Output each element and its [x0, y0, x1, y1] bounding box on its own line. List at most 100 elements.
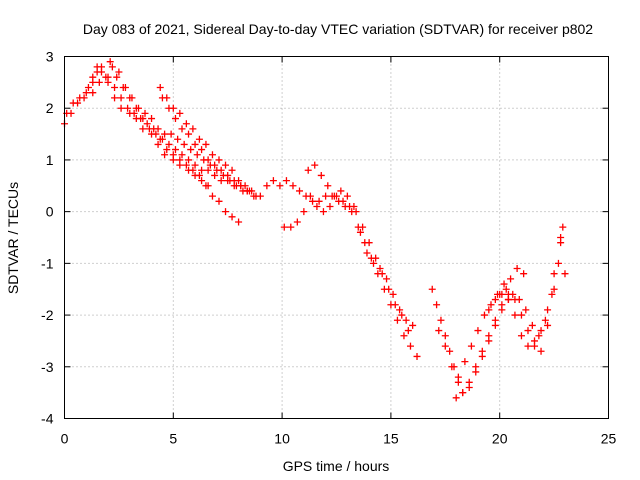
data-point	[378, 270, 386, 278]
data-point	[324, 182, 332, 190]
data-point	[211, 161, 219, 169]
data-point	[117, 94, 125, 102]
data-point	[441, 332, 449, 340]
data-point	[202, 182, 210, 190]
data-point	[559, 223, 567, 231]
data-point	[352, 208, 360, 216]
data-point	[402, 316, 410, 324]
x-axis-label: GPS time / hours	[283, 458, 390, 474]
data-point	[446, 347, 454, 355]
series-arc-8	[280, 192, 412, 335]
data-point	[461, 358, 469, 366]
data-point	[339, 197, 347, 205]
data-point	[524, 342, 532, 350]
series-arc-6	[158, 94, 251, 195]
data-point	[228, 213, 236, 221]
data-point	[176, 156, 184, 164]
data-point	[169, 151, 177, 159]
data-point	[289, 182, 297, 190]
data-point	[385, 285, 393, 293]
x-tick-label: 15	[383, 431, 399, 447]
data-point	[409, 321, 417, 329]
data-point	[317, 171, 325, 179]
data-point	[163, 146, 171, 154]
grid	[64, 56, 609, 419]
data-point	[189, 125, 197, 133]
series-arc-11	[435, 265, 528, 381]
data-point	[235, 218, 243, 226]
data-point	[106, 58, 114, 66]
x-tick-label: 0	[61, 431, 69, 447]
data-point	[191, 161, 199, 169]
data-point	[454, 373, 462, 381]
data-point	[396, 306, 404, 314]
data-point	[541, 316, 549, 324]
data-point	[465, 378, 473, 386]
data-point	[528, 321, 536, 329]
data-point	[474, 327, 482, 335]
data-point	[524, 327, 532, 335]
data-point	[154, 140, 162, 148]
series-arc-1	[61, 63, 212, 190]
data-point	[165, 140, 173, 148]
data-point	[115, 68, 123, 76]
data-point	[467, 342, 475, 350]
data-point	[139, 125, 147, 133]
data-point	[413, 352, 421, 360]
data-point	[193, 151, 201, 159]
data-point	[441, 342, 449, 350]
data-point	[156, 84, 164, 92]
x-tick-label: 20	[492, 431, 508, 447]
data-point	[437, 316, 445, 324]
x-tick-label: 5	[169, 431, 177, 447]
data-point	[182, 161, 190, 169]
data-point	[391, 301, 399, 309]
data-point	[195, 171, 203, 179]
data-point	[178, 125, 186, 133]
data-point	[111, 84, 119, 92]
data-point	[557, 234, 565, 241]
series-arc-7	[263, 177, 421, 360]
data-point	[511, 311, 519, 319]
data-point	[215, 156, 223, 164]
data-point	[491, 316, 499, 324]
data-point	[496, 290, 504, 298]
data-point	[507, 275, 515, 283]
data-point	[535, 332, 543, 340]
data-point	[143, 120, 151, 128]
data-point	[313, 202, 321, 210]
data-point	[376, 265, 384, 273]
data-point	[215, 197, 223, 205]
data-point	[544, 306, 552, 314]
data-point	[141, 109, 149, 117]
data-point	[117, 104, 125, 112]
data-point	[520, 270, 528, 278]
data-point	[343, 192, 351, 200]
series-arc-9	[304, 161, 417, 329]
data-point	[480, 311, 488, 319]
data-point	[161, 151, 169, 159]
y-tick-label: -2	[41, 307, 54, 323]
data-point	[509, 290, 517, 298]
data-point	[554, 259, 562, 267]
data-point	[487, 301, 495, 309]
data-point	[522, 306, 530, 314]
data-point	[293, 218, 301, 226]
data-point	[119, 84, 127, 92]
series-arc-13	[485, 223, 567, 350]
data-point	[561, 270, 569, 278]
data-point	[491, 296, 499, 304]
data-point	[309, 197, 317, 205]
y-tick-label: 0	[46, 204, 54, 220]
data-point	[400, 332, 408, 340]
data-point	[363, 249, 371, 257]
data-points	[61, 58, 569, 402]
data-point	[113, 73, 121, 81]
data-point	[222, 208, 230, 216]
data-point	[189, 166, 197, 174]
data-point	[198, 146, 206, 154]
data-point	[304, 166, 312, 174]
data-point	[472, 363, 480, 371]
data-point	[315, 197, 323, 205]
